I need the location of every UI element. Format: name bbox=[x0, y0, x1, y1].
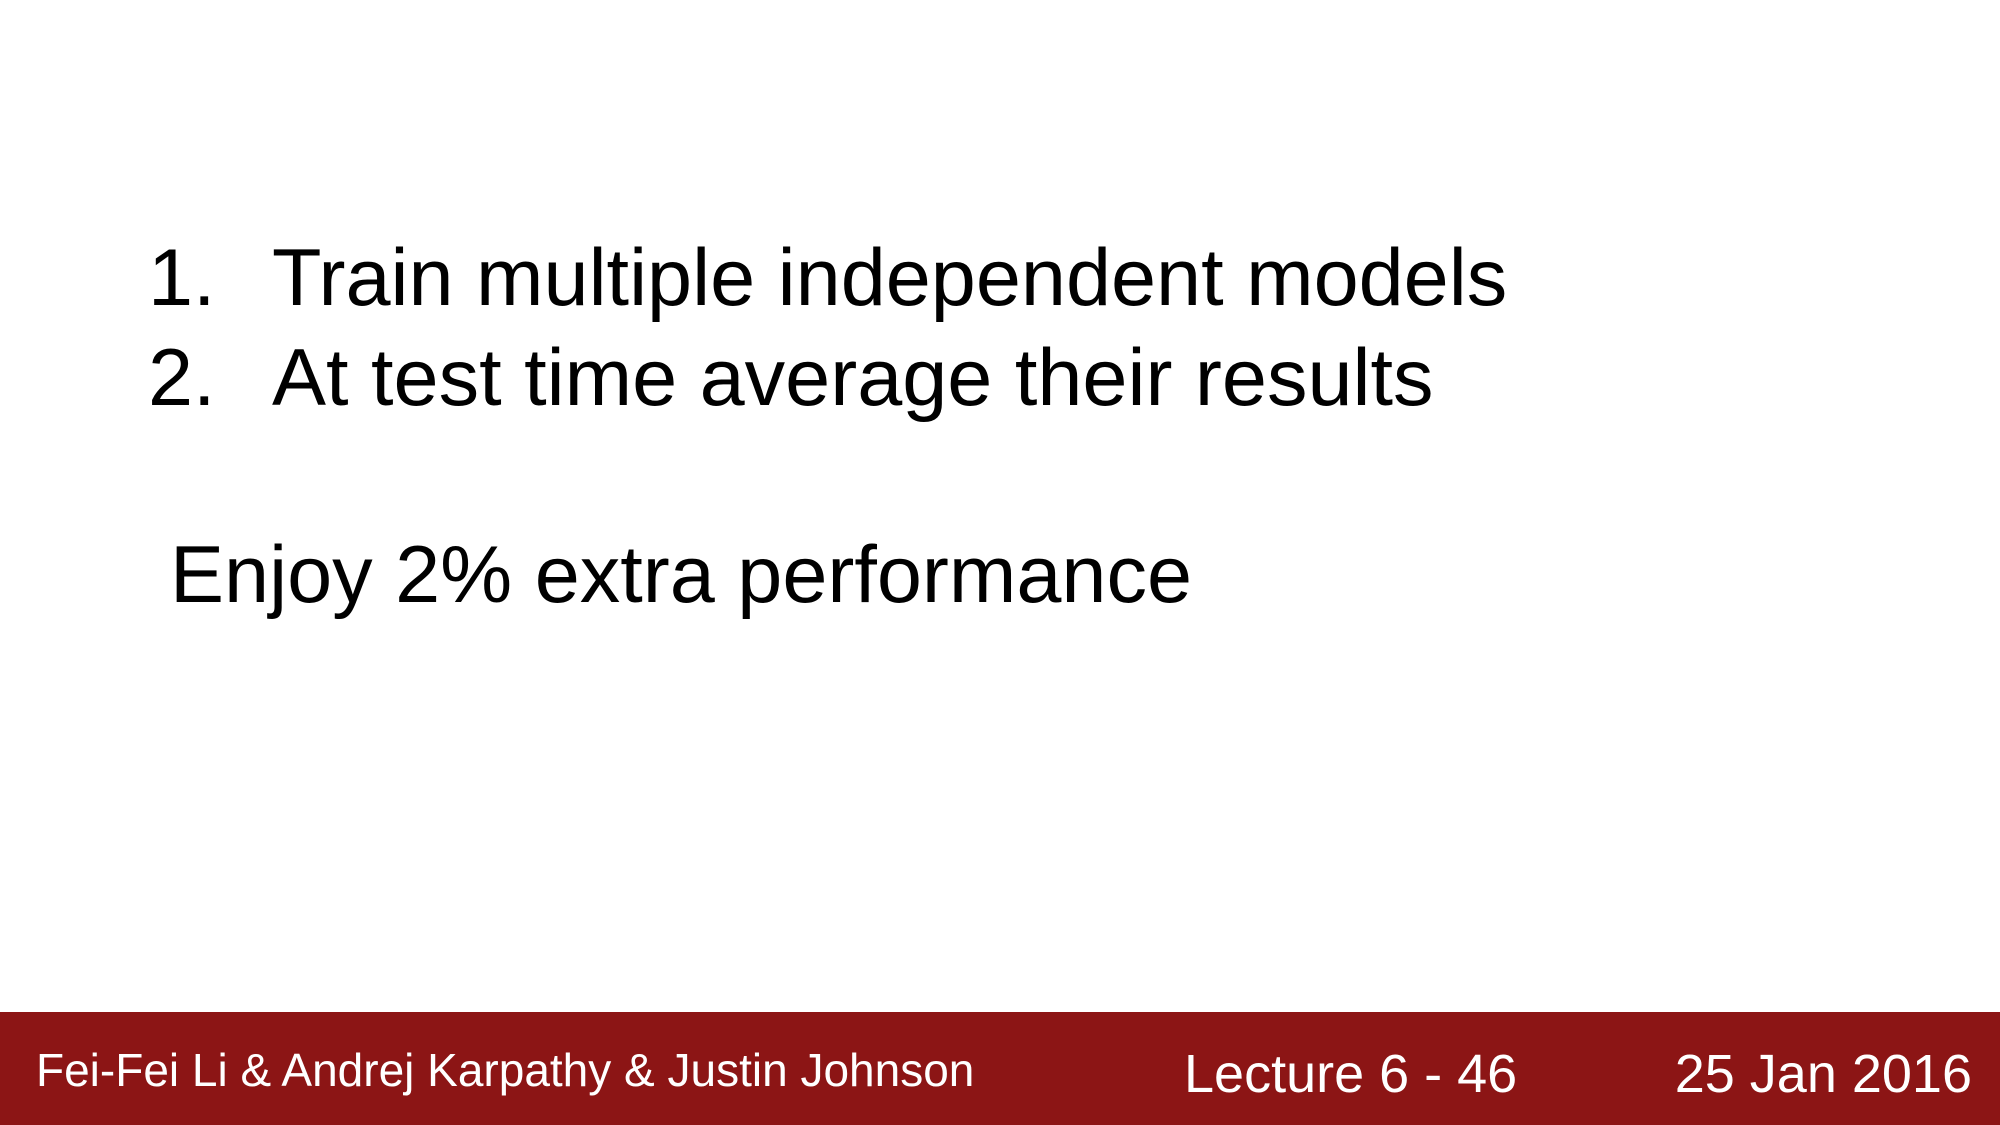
list-item: 2. At test time average their results bbox=[148, 328, 1507, 428]
list-item-number: 2. bbox=[148, 333, 216, 423]
list-item-text: At test time average their results bbox=[272, 333, 1434, 423]
list-item-number: 1. bbox=[148, 233, 216, 323]
footer-bar: Fei-Fei Li & Andrej Karpathy & Justin Jo… bbox=[0, 1012, 2000, 1125]
list-item: 1. Train multiple independent models bbox=[148, 228, 1507, 328]
performance-note: Enjoy 2% extra performance bbox=[170, 530, 1192, 620]
numbered-list: 1. Train multiple independent models 2. At… bbox=[148, 228, 1507, 428]
list-item-text: Train multiple independent models bbox=[272, 233, 1508, 323]
footer-authors: Fei-Fei Li & Andrej Karpathy & Justin Jo… bbox=[36, 1044, 975, 1096]
footer-date: 25 Jan 2016 bbox=[1674, 1044, 1972, 1104]
footer-lecture-number: Lecture 6 - 46 bbox=[1184, 1044, 1518, 1104]
